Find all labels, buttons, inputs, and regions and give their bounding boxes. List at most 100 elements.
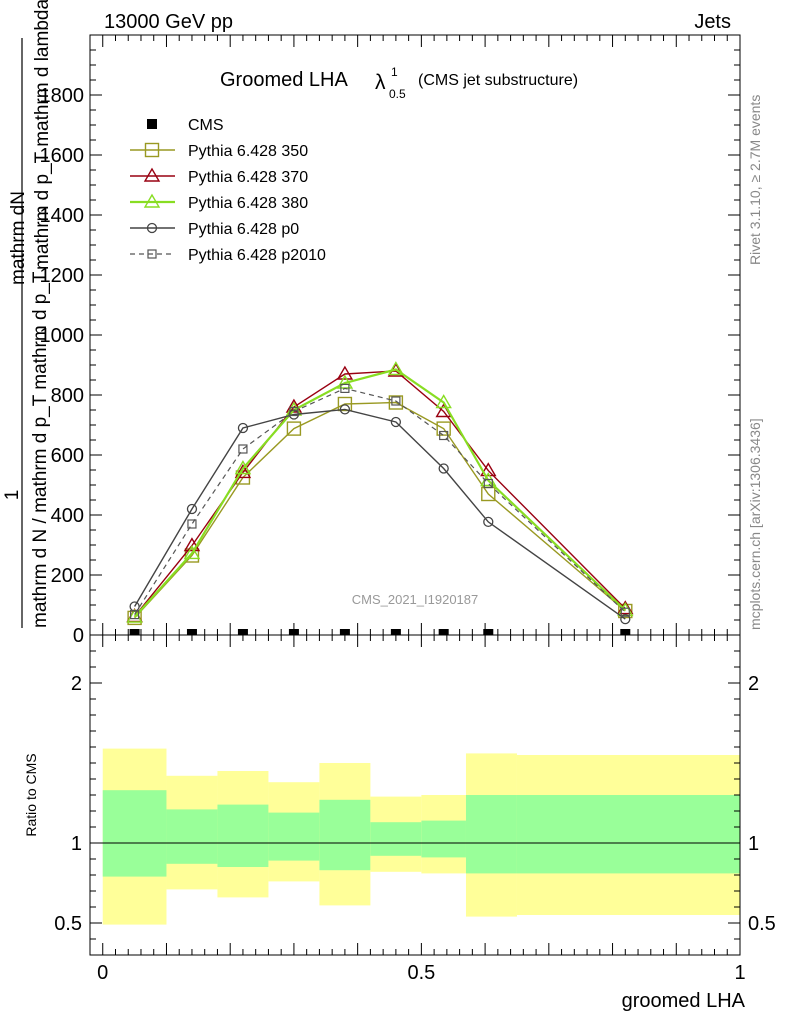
plot-title: Groomed LHA λ 1 0.5 (CMS jet substructur…: [220, 65, 578, 101]
ratio-y-tick-label: 2: [71, 673, 82, 695]
side-label-mcplots: mcplots.cern.ch [arXiv:1306.3436]: [747, 418, 763, 630]
series-line-p370: [134, 370, 626, 617]
legend-label: Pythia 6.428 p2010: [188, 247, 326, 264]
data-point: [390, 416, 402, 428]
y-tick-label: 400: [51, 505, 84, 527]
data-point: [238, 444, 248, 454]
series-line-p0: [134, 408, 626, 620]
legend-item-p370: Pythia 6.428 370: [130, 167, 308, 186]
data-point: [387, 361, 405, 376]
legend: CMS Pythia 6.428 350 Pythia 6.428 370 Pythi…: [130, 117, 326, 264]
title-subscript: 0.5: [389, 87, 406, 101]
x-tick-label: 0.5: [407, 962, 435, 984]
y-tick-label: 1800: [40, 85, 85, 107]
analysis-id: CMS_2021_I1920187: [352, 592, 479, 607]
data-point: [388, 395, 404, 410]
data-point-cms: [483, 629, 494, 635]
data-point: [620, 607, 630, 617]
legend-label: Pythia 6.428 380: [188, 195, 308, 212]
y-tick-label: 600: [51, 445, 84, 467]
legend-label: Pythia 6.428 370: [188, 169, 308, 186]
title-suffix: (CMS jet substructure): [418, 72, 578, 89]
ylabel-one: 1: [2, 490, 23, 501]
data-point-cms: [147, 119, 157, 129]
data-point: [286, 421, 302, 436]
y-tick-label: 1400: [40, 205, 85, 227]
legend-item-p2010: Pythia 6.428 p2010: [130, 247, 326, 264]
legend-item-cms: CMS: [147, 117, 224, 134]
data-point: [234, 460, 252, 475]
series-p0: [129, 404, 631, 625]
data-point: [234, 464, 252, 479]
data-point: [186, 503, 198, 515]
ratio-panel: 0.5 0.5 1 1 2 2 0 0.5 1: [54, 634, 776, 984]
ratio-y-tick-label-right: 2: [748, 673, 759, 695]
legend-item-p0: Pythia 6.428 p0: [130, 221, 299, 238]
data-point: [187, 519, 197, 529]
title-main: Groomed LHA: [220, 69, 348, 91]
data-point: [184, 548, 200, 563]
legend-label: Pythia 6.428 p0: [188, 221, 299, 238]
ratio-y-tick-label-right: 1: [748, 833, 759, 855]
data-point: [143, 167, 161, 182]
data-point: [439, 430, 449, 441]
ratio-ylabel: Ratio to CMS: [23, 753, 39, 836]
data-point: [336, 365, 354, 380]
main-axes-layer: 0 200 400 600 800 1000 1200 1400 1600 1800: [40, 34, 741, 647]
ratio-band-inner: [319, 799, 371, 871]
data-point: [289, 406, 299, 417]
ratio-band-inner: [217, 804, 269, 867]
data-point: [391, 396, 401, 406]
data-point: [480, 462, 497, 477]
data-point: [146, 222, 158, 234]
y-tick-label: 1000: [40, 325, 85, 347]
series-line-p380: [133, 368, 627, 618]
data-point: [143, 193, 161, 208]
ratio-y-tick-label: 0.5: [54, 913, 82, 935]
ylabel-denominator: mathrm d N / mathrm d p_T mathrm d p_T: [30, 271, 51, 628]
ratio-band-inner: [102, 790, 167, 877]
data-point-cms: [438, 629, 449, 635]
side-label-rivet: Rivet 3.1.10, ≥ 2.7M events: [747, 95, 763, 265]
x-tick-label: 1: [734, 962, 745, 984]
y-tick-label: 0: [73, 625, 84, 647]
legend-item-p350: Pythia 6.428 350: [130, 142, 308, 160]
series-p2010: [130, 383, 630, 620]
ratio-axes-layer: 0.5 0.5 1 1 2 2 0 0.5 1: [54, 635, 776, 984]
ratio-bands-layer: [102, 748, 740, 925]
legend-item-p380: Pythia 6.428 380: [130, 193, 308, 212]
data-point: [337, 396, 353, 412]
y-tick-label: 1600: [40, 145, 85, 167]
data-point: [339, 404, 351, 415]
ratio-band-inner: [516, 795, 740, 874]
ratio-band-inner: [370, 822, 422, 856]
data-point: [183, 545, 201, 560]
y-tick-label: 800: [51, 385, 84, 407]
legend-label: CMS: [188, 117, 224, 134]
header-category: Jets: [694, 11, 731, 33]
ratio-y-tick-label-right: 0.5: [748, 913, 776, 935]
legend-label: Pythia 6.428 350: [188, 143, 308, 160]
ratio-band-inner: [421, 820, 466, 858]
data-point: [285, 398, 303, 413]
ratio-band-inner: [268, 812, 320, 861]
data-point: [144, 142, 160, 158]
y-tick-label: 200: [51, 565, 84, 587]
data-point-cms: [129, 629, 140, 635]
ratio-band-inner: [166, 809, 218, 864]
data-point: [483, 516, 494, 528]
ylabel-numerator: mathrm dN: [8, 191, 29, 285]
data-point: [436, 421, 451, 436]
data-point: [620, 613, 631, 625]
main-panel: CMS_2021_I1920187 0 200 400 600 800 1000 1200 1…: [40, 34, 741, 647]
series-line-p350: [134, 401, 626, 619]
x-tick-label: 0: [97, 962, 108, 984]
title-superscript: 1: [391, 65, 398, 79]
data-point: [435, 394, 452, 409]
data-point: [130, 609, 140, 620]
data-point: [438, 463, 449, 474]
data-point: [183, 537, 201, 552]
ratio-band-inner: [465, 795, 517, 874]
title-lambda: λ: [375, 71, 386, 94]
